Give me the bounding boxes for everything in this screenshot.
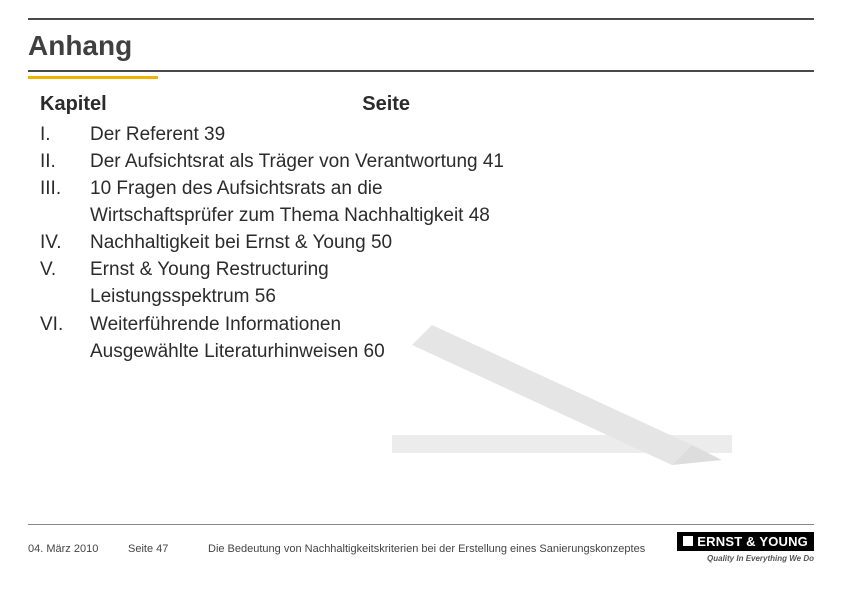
header-seite: Seite [362, 93, 410, 116]
toc-row: VI. Weiterführende Informationen [40, 312, 814, 337]
toc-num: II. [40, 149, 90, 174]
brand-name: ERNST & YOUNG [697, 534, 808, 549]
toc-text: Weiterführende Informationen [90, 312, 341, 337]
toc-num: IV. [40, 230, 90, 255]
toc-row: III. 10 Fragen des Aufsichtsrats an die [40, 176, 814, 201]
mid-rule [28, 70, 814, 72]
toc-row: II. Der Aufsichtsrat als Träger von Vera… [40, 149, 814, 174]
toc-num: VI. [40, 312, 90, 337]
toc-num: III. [40, 176, 90, 201]
toc-num [40, 284, 90, 309]
header-kapitel: Kapitel [40, 93, 107, 115]
toc-text: Der Aufsichtsrat als Träger von Verantwo… [90, 149, 504, 174]
toc-text: Der Referent 39 [90, 122, 225, 147]
footer-page: Seite 47 [128, 543, 208, 555]
toc-text: Wirtschaftsprüfer zum Thema Nachhaltigke… [90, 203, 490, 228]
brand-block: ERNST & YOUNG Quality In Everything We D… [677, 532, 814, 564]
brand-square-icon [683, 536, 693, 546]
brand-logo: ERNST & YOUNG [677, 532, 814, 551]
toc-headers: Kapitel Seite [40, 93, 814, 116]
toc-row: Ausgewählte Literaturhinweisen 60 [40, 339, 814, 364]
toc-text: Ernst & Young Restructuring [90, 257, 329, 282]
toc-list: I. Der Referent 39 II. Der Aufsichtsrat … [40, 122, 814, 364]
toc-row: Wirtschaftsprüfer zum Thema Nachhaltigke… [40, 203, 814, 228]
footer-date: 04. März 2010 [28, 543, 128, 555]
toc-num [40, 203, 90, 228]
accent-rule [28, 76, 158, 79]
toc-text: 10 Fragen des Aufsichtsrats an die [90, 176, 383, 201]
toc-row: I. Der Referent 39 [40, 122, 814, 147]
toc-row: IV. Nachhaltigkeit bei Ernst & Young 50 [40, 230, 814, 255]
toc-row: Leistungsspektrum 56 [40, 284, 814, 309]
toc-num: V. [40, 257, 90, 282]
content-area: Kapitel Seite I. Der Referent 39 II. Der… [28, 93, 814, 364]
top-rule [28, 18, 814, 20]
footer-rule [28, 524, 814, 525]
toc-text: Leistungsspektrum 56 [90, 284, 276, 309]
toc-text: Nachhaltigkeit bei Ernst & Young 50 [90, 230, 392, 255]
slide-page: Anhang Kapitel Seite I. Der Referent 39 … [0, 0, 842, 595]
brand-tagline: Quality In Everything We Do [677, 554, 814, 563]
toc-num [40, 339, 90, 364]
page-title: Anhang [28, 30, 814, 62]
toc-num: I. [40, 122, 90, 147]
toc-row: V. Ernst & Young Restructuring [40, 257, 814, 282]
toc-text: Ausgewählte Literaturhinweisen 60 [90, 339, 385, 364]
sub-rules [28, 70, 814, 79]
